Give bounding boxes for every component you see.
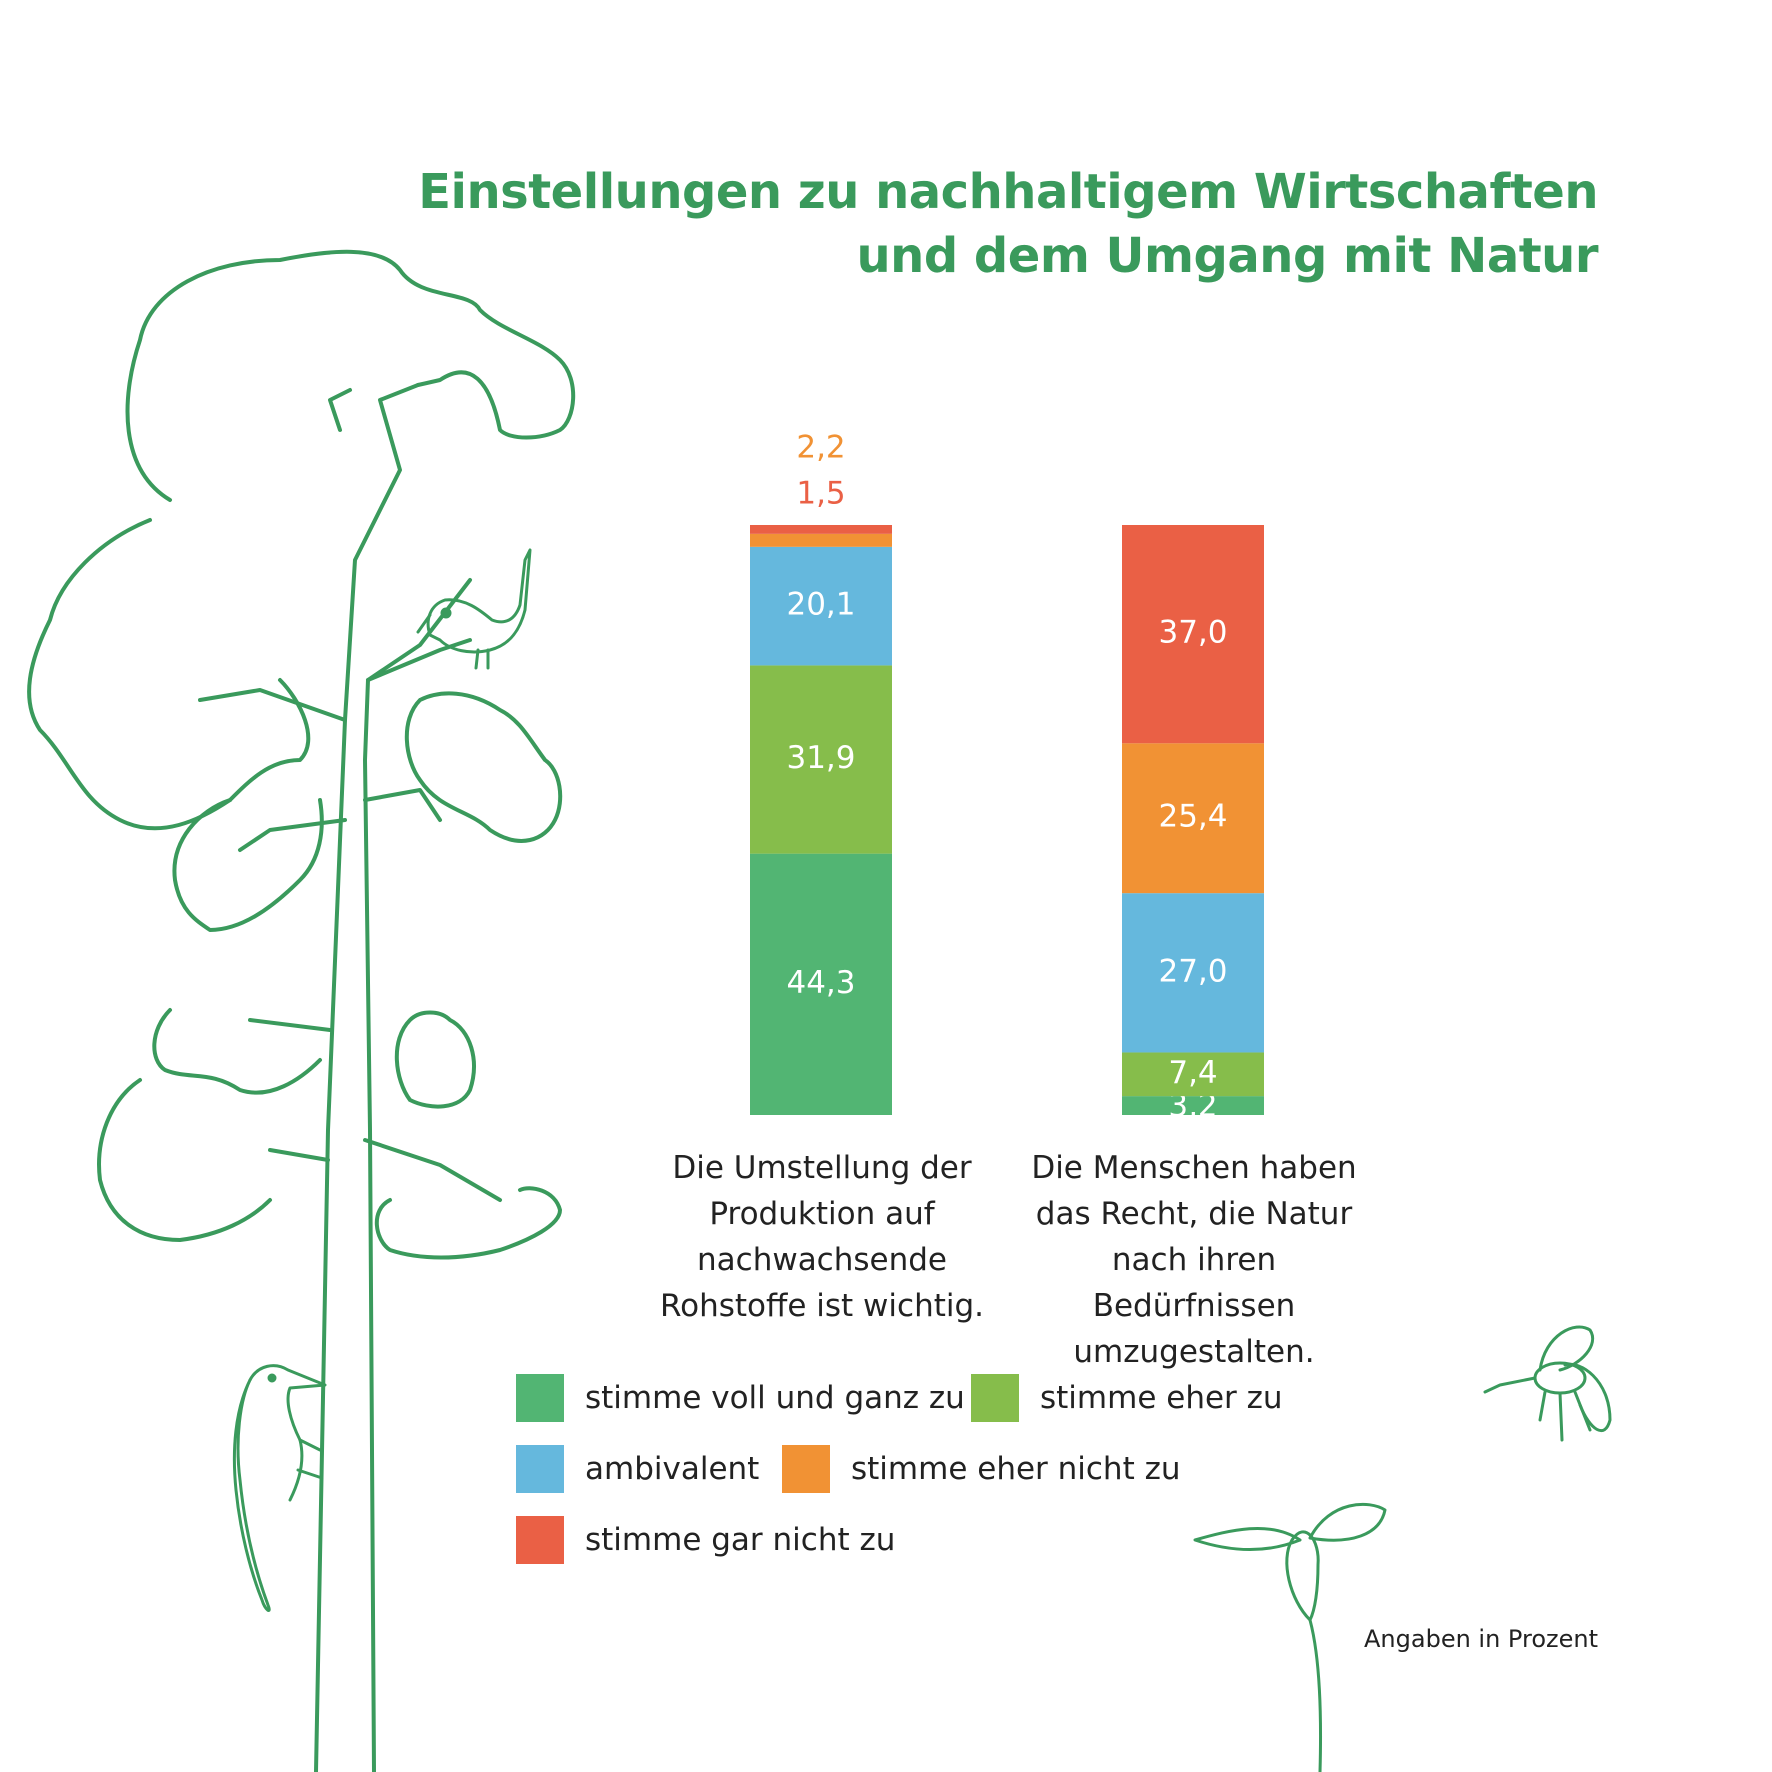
chart-title: Einstellungen zu nachhaltigem Wirtschaft… — [418, 160, 1598, 288]
tree-illustration — [27, 249, 576, 1772]
legend-swatch — [516, 1445, 564, 1493]
tree-canopy-left — [27, 518, 311, 831]
data-label-1-1: 44,3 — [786, 965, 855, 1001]
tree-canopy-top — [125, 249, 576, 502]
category-label-2: Die Menschen haben das Recht, die Natur … — [1014, 1145, 1374, 1375]
data-label-1-5: 1,5 — [796, 476, 845, 512]
legend-label: stimme gar nicht zu — [585, 1522, 896, 1558]
category-label-1: Die Umstellung der Produktion auf nachwa… — [642, 1145, 1002, 1329]
tree-canopy-low-left2 — [97, 1078, 272, 1242]
category-label-2-line-3: nach ihren Bedürfnissen — [1092, 1242, 1296, 1324]
bar-segment-1-5 — [750, 525, 892, 534]
tree-trunk — [314, 383, 420, 1772]
bar-segment-1-1 — [750, 853, 892, 1115]
legend-label: ambivalent — [585, 1451, 760, 1487]
category-label-1-line-3: nachwachsende — [697, 1242, 947, 1278]
tree-branch — [238, 818, 347, 852]
bee-illustration — [1483, 1325, 1612, 1442]
bar-segment-2-1 — [1122, 1096, 1264, 1115]
tree-canopy-mid-right — [404, 691, 563, 843]
legend-swatch — [971, 1374, 1019, 1422]
woodpecker-illustration — [232, 1364, 327, 1612]
category-label-1-line-1: Die Umstellung der — [672, 1150, 972, 1186]
tree-branch — [198, 688, 347, 722]
unit-note: Angaben in Prozent — [1364, 1625, 1598, 1653]
legend-item-voll-und-ganz: stimme voll und ganz zu — [516, 1374, 965, 1422]
tree-canopy-low-right — [394, 1010, 476, 1109]
category-label-1-line-4: Rohstoffe ist wichtig. — [659, 1288, 985, 1324]
bar-segment-2-2 — [1122, 1052, 1264, 1097]
tree-branch — [328, 388, 352, 432]
legend-label: stimme eher zu — [1040, 1380, 1283, 1416]
legend-swatch — [516, 1374, 564, 1422]
data-label-2-2: 7,4 — [1168, 1055, 1217, 1091]
bird-illustration — [416, 548, 532, 670]
tree-branch — [366, 638, 472, 682]
chart-title-line-2: und dem Umgang mit Natur — [856, 228, 1598, 284]
category-label-2-line-1: Die Menschen haben — [1031, 1150, 1357, 1186]
bar-segment-1-3 — [750, 546, 892, 666]
data-label-2-3: 27,0 — [1158, 953, 1227, 989]
data-label-1-3: 20,1 — [786, 587, 855, 623]
category-label-2-line-2: das Recht, die Natur — [1035, 1196, 1353, 1232]
legend-item-eher-zu: stimme eher zu — [971, 1374, 1283, 1422]
tree-canopy-low-left — [152, 1008, 322, 1095]
data-label-2-5: 37,0 — [1158, 615, 1227, 651]
data-label-2-4: 25,4 — [1158, 799, 1227, 835]
category-label-2-line-4: umzugestalten. — [1073, 1334, 1315, 1370]
legend-item-gar-nicht-zu: stimme gar nicht zu — [516, 1516, 895, 1564]
legend-swatch — [516, 1516, 564, 1564]
seedling-illustration — [1193, 1502, 1387, 1772]
legend-label: stimme voll und ganz zu — [585, 1380, 965, 1416]
tree-canopy-mid-left — [172, 798, 324, 932]
bar-segment-1-4 — [750, 533, 892, 547]
bar-segment-1-2 — [750, 665, 892, 854]
legend-label: stimme eher nicht zu — [851, 1451, 1181, 1487]
tree-branch — [268, 1148, 330, 1162]
bar-segment-2-5 — [1122, 525, 1264, 744]
tree-branch — [248, 1018, 332, 1032]
legend-item-eher-nicht-zu: stimme eher nicht zu — [782, 1445, 1181, 1493]
legend-swatch — [782, 1445, 830, 1493]
bar-segment-2-3 — [1122, 893, 1264, 1053]
data-label-1-4: 2,2 — [796, 430, 845, 466]
data-label-1-2: 31,9 — [786, 740, 855, 776]
bar-segment-2-4 — [1122, 743, 1264, 894]
tree-branch — [363, 1138, 502, 1202]
tree-branch — [363, 788, 442, 822]
category-label-1-line-2: Produktion auf — [709, 1196, 935, 1232]
tree-canopy-bottom-right — [374, 1186, 562, 1260]
chart-title-line-1: Einstellungen zu nachhaltigem Wirtschaft… — [418, 164, 1598, 220]
legend-item-ambivalent: ambivalent — [516, 1445, 759, 1493]
